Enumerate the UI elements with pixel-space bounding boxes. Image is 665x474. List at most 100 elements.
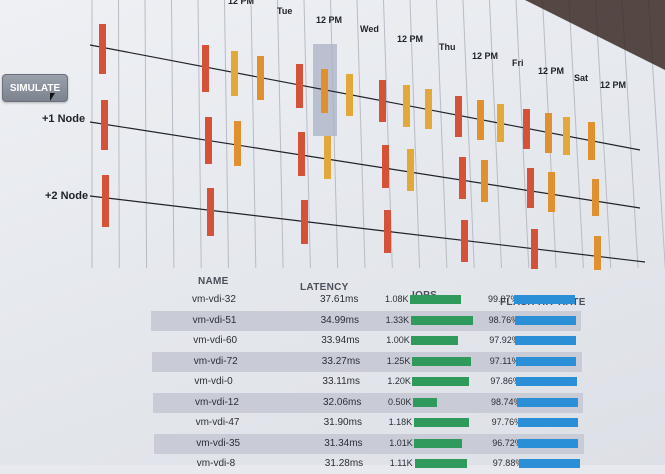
timeline-event-bar[interactable]	[548, 172, 555, 212]
iops-value: 1.01K	[389, 438, 413, 448]
timeline-event-bar[interactable]	[257, 56, 264, 100]
timeline-gridline	[251, 0, 256, 268]
vm-name: vm-vdi-8	[197, 458, 235, 469]
day-label: Fri	[512, 58, 524, 68]
iops-bar	[415, 459, 467, 468]
simulate-button[interactable]: SIMULATE	[2, 74, 68, 102]
flash-hit-bar-track	[516, 357, 578, 366]
timeline-event-bar[interactable]	[207, 188, 214, 236]
timeline-event-bar[interactable]	[523, 109, 530, 149]
iops-bar-track	[415, 459, 477, 468]
iops-value: 1.33K	[386, 315, 410, 325]
timeline-event-bar[interactable]	[298, 132, 305, 176]
noon-label: 12 PM	[600, 80, 626, 90]
vm-name: vm-vdi-60	[193, 335, 237, 346]
timeline-event-bar[interactable]	[592, 179, 599, 216]
iops-bar	[411, 316, 473, 325]
flash-hit-bar	[514, 295, 575, 304]
day-label: Tue	[277, 6, 292, 16]
iops-bar-track	[412, 357, 474, 366]
iops-bar	[414, 418, 469, 427]
latency-value: 37.61ms	[320, 294, 358, 305]
timeline-event-bar[interactable]	[545, 113, 552, 153]
flash-hit-bar	[518, 439, 578, 448]
timeline-gridline	[437, 0, 447, 268]
noon-label: 12 PM	[316, 15, 342, 25]
column-header-name[interactable]: NAME	[198, 276, 229, 287]
iops-bar-track	[411, 336, 473, 345]
iops-bar	[412, 357, 471, 366]
iops-bar-track	[410, 295, 472, 304]
flash-hit-bar-track	[517, 398, 579, 407]
timeline-gridline	[225, 0, 229, 268]
flash-hit-bar	[515, 336, 576, 345]
flash-hit-bar	[518, 418, 579, 427]
flash-hit-bar-track	[518, 439, 580, 448]
timeline-gridline	[198, 0, 201, 268]
timeline-gridline	[278, 0, 284, 268]
timeline-event-bar[interactable]	[382, 145, 389, 188]
iops-bar-track	[414, 439, 476, 448]
timeline-event-bar[interactable]	[379, 80, 386, 122]
timeline-event-bar[interactable]	[324, 136, 331, 179]
timeline-event-bar[interactable]	[101, 100, 108, 150]
timeline-event-bar[interactable]	[231, 51, 238, 96]
timeline-event-bar[interactable]	[481, 160, 488, 202]
latency-value: 34.99ms	[321, 315, 359, 326]
noon-label: 12 PM	[472, 51, 498, 61]
timeline-event-bar[interactable]	[205, 117, 212, 164]
timeline-event-bar[interactable]	[425, 89, 432, 129]
day-label: Thu	[439, 42, 456, 52]
flash-hit-bar	[515, 316, 576, 325]
timeline-event-bar[interactable]	[588, 122, 595, 160]
latency-value: 33.94ms	[321, 335, 359, 346]
timeline-event-bar[interactable]	[202, 45, 209, 92]
noon-label: 12 PM	[538, 66, 564, 76]
iops-bar	[413, 398, 437, 407]
timeline-event-bar[interactable]	[459, 157, 466, 199]
timeline-event-bar[interactable]	[384, 210, 391, 253]
iops-bar-track	[411, 316, 473, 325]
timeline-event-bar[interactable]	[527, 168, 534, 208]
timeline-event-bar[interactable]	[99, 24, 106, 74]
latency-value: 31.34ms	[324, 438, 362, 449]
iops-bar-track	[414, 418, 476, 427]
timeline-event-bar[interactable]	[234, 121, 241, 166]
timeline-event-bar[interactable]	[497, 104, 504, 142]
timeline-event-bar[interactable]	[531, 229, 538, 269]
timeline-event-bar[interactable]	[407, 149, 414, 191]
timeline-gridline	[172, 0, 174, 268]
timeline-event-bar[interactable]	[403, 85, 410, 127]
timeline-event-bar[interactable]	[455, 96, 462, 137]
vm-name: vm-vdi-32	[192, 294, 236, 305]
timeline-event-bar[interactable]	[563, 117, 570, 155]
timeline-event-bar[interactable]	[296, 64, 303, 108]
timeline-event-bar[interactable]	[461, 220, 468, 262]
latency-value: 31.90ms	[324, 417, 362, 428]
latency-value: 32.06ms	[323, 397, 361, 408]
vm-name: vm-vdi-35	[196, 438, 240, 449]
timeline-event-bar[interactable]	[594, 236, 601, 270]
iops-bar	[414, 439, 462, 448]
timeline-row-label: +2 Node	[45, 190, 88, 202]
timeline-event-bar[interactable]	[477, 100, 484, 140]
timeline-event-bar[interactable]	[346, 74, 353, 116]
timeline-event-bar[interactable]	[301, 200, 308, 244]
iops-bar	[410, 295, 461, 304]
day-label: Sat	[574, 73, 588, 83]
timeline-row-label: +1 Node	[42, 113, 85, 125]
flash-hit-bar	[517, 398, 578, 407]
timeline-event-bar[interactable]	[102, 175, 109, 227]
timeline-event-bar[interactable]	[321, 69, 328, 113]
vm-name: vm-vdi-0	[194, 376, 232, 387]
